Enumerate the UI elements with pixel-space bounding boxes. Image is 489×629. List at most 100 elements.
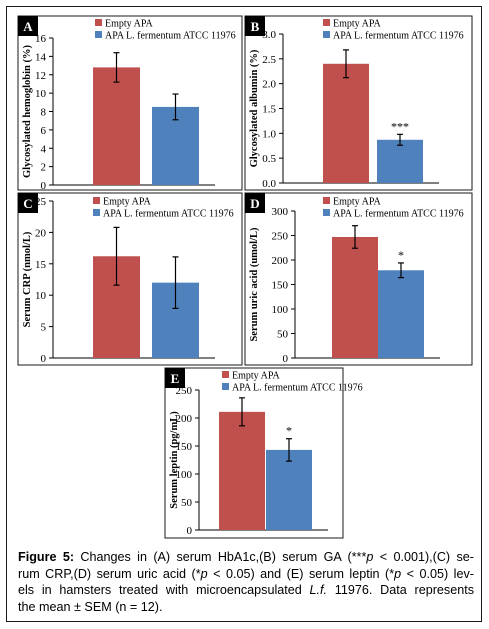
- y-tick-label: 6: [41, 125, 47, 137]
- legend-swatch: [95, 31, 102, 38]
- y-tick-label: 10: [35, 88, 47, 100]
- caption-segment: < 0.05) lev-: [401, 566, 474, 581]
- y-tick-label: 150: [176, 441, 193, 453]
- y-axis-label: Glycosylated albumin (%): [249, 49, 260, 167]
- y-tick-label: 0.0: [262, 178, 276, 190]
- y-tick-label: 20: [35, 227, 47, 239]
- y-tick-label: 3.0: [262, 29, 276, 41]
- legend-label: Empty APA: [103, 197, 151, 208]
- y-tick-label: 2: [41, 162, 47, 174]
- figure-caption: Figure 5: Changes in (A) serum HbA1c,(B)…: [18, 549, 474, 615]
- panel-letter: A: [23, 19, 33, 34]
- bar-empty-apa: [332, 236, 378, 358]
- y-tick-label: 10: [35, 290, 47, 302]
- y-tick-label: 200: [272, 255, 289, 267]
- panel-letter-badge: [18, 16, 38, 36]
- y-tick-label: 200: [176, 413, 193, 425]
- caption-segment: 11976. Data represents: [327, 583, 474, 597]
- panel-letter: E: [171, 371, 180, 386]
- caption-segment: L.f.: [309, 583, 328, 597]
- y-tick-label: 0.5: [262, 153, 276, 165]
- legend-label: Empty APA: [105, 19, 153, 30]
- caption-segment: Changes in (A) serum HbA1c,(B) serum GA …: [74, 550, 367, 564]
- legend-swatch: [323, 31, 330, 38]
- y-tick-label: 50: [181, 497, 193, 509]
- legend-swatch: [323, 19, 330, 26]
- legend-swatch: [222, 383, 229, 390]
- legend-swatch: [323, 197, 330, 204]
- y-axis-label: Serum leptin (pg/mL): [169, 411, 180, 509]
- bar-apa-l-fermentum: [377, 139, 423, 183]
- legend-label: APA L. fermentum ATCC 11976: [333, 31, 464, 42]
- y-tick-label: 250: [176, 385, 193, 397]
- significance-mark: *: [398, 248, 404, 262]
- chart-panel-c: C 0 5 10 15 20 25 Serum CRP (nmol/L) Empty APAAP…: [17, 192, 243, 366]
- legend-swatch: [93, 209, 100, 216]
- y-tick-label: 4: [41, 143, 47, 155]
- y-tick-label: 0: [41, 180, 47, 192]
- y-tick-label: 16: [35, 33, 47, 45]
- panel-letter-badge: [245, 193, 265, 213]
- legend-label: APA L. fermentum ATCC 11976: [105, 31, 236, 42]
- y-tick-label: 0: [187, 525, 193, 537]
- y-tick-label: 15: [35, 259, 47, 271]
- legend-label: APA L. fermentum ATCC 11976: [103, 209, 234, 220]
- legend-label: APA L. fermentum ATCC 11976: [333, 209, 464, 220]
- legend-swatch: [93, 197, 100, 204]
- panel-letter: C: [23, 196, 32, 211]
- caption-segment: p: [394, 566, 402, 581]
- y-axis-label: Serum uric acid (umol/L): [249, 227, 260, 342]
- panel-letter-badge: [165, 368, 185, 388]
- chart-panel-d: D 0 50 100 150 200 250 300 Serum uric acid (umol…: [244, 192, 473, 366]
- caption-segment: Figure 5:: [18, 550, 75, 564]
- caption-segment: p: [366, 550, 374, 564]
- panel-letter-badge: [18, 193, 38, 213]
- caption-line: the mean ± SEM (n = 12).: [18, 599, 474, 616]
- y-tick-label: 150: [272, 280, 289, 292]
- caption-line: Figure 5: Changes in (A) serum HbA1c,(B)…: [18, 549, 474, 566]
- y-tick-label: 1.5: [262, 104, 276, 116]
- caption-line: els in hamsters treated with microencaps…: [18, 582, 474, 599]
- caption-line: rum CRP,(D) serum uric acid (*p < 0.05) …: [18, 566, 474, 583]
- y-tick-label: 8: [41, 107, 47, 119]
- y-tick-label: 100: [272, 304, 289, 316]
- legend-swatch: [95, 19, 102, 26]
- figure-frame: [6, 6, 482, 622]
- y-tick-label: 12: [35, 70, 46, 82]
- y-tick-label: 25: [35, 196, 47, 208]
- y-tick-label: 14: [35, 51, 47, 63]
- panel-letter-badge: [245, 16, 265, 36]
- legend-label: APA L. fermentum ATCC 11976: [232, 383, 363, 394]
- y-tick-label: 0: [41, 353, 47, 365]
- legend-label: Empty APA: [232, 371, 280, 382]
- bar-empty-apa: [219, 411, 265, 530]
- significance-mark: ***: [391, 119, 409, 133]
- bar-apa-l-fermentum: [378, 270, 424, 358]
- panel-letter: D: [250, 196, 259, 211]
- caption-segment: < 0.001),(C) se-: [373, 550, 474, 564]
- bar-empty-apa: [93, 67, 140, 185]
- caption-segment: rum CRP,(D) serum uric acid (*: [18, 566, 201, 581]
- legend-swatch: [222, 371, 229, 378]
- caption-segment: < 0.05) and (E) serum leptin (*: [207, 566, 395, 581]
- y-tick-label: 100: [176, 469, 193, 481]
- y-tick-label: 0: [283, 353, 289, 365]
- bar-empty-apa: [323, 63, 369, 183]
- caption-segment: p: [200, 566, 208, 581]
- y-tick-label: 2.0: [262, 79, 276, 91]
- y-tick-label: 5: [41, 322, 47, 334]
- y-tick-label: 300: [272, 206, 289, 218]
- legend-swatch: [323, 209, 330, 216]
- caption-segment: els in hamsters treated with microencaps…: [18, 583, 310, 597]
- panel-letter: B: [251, 19, 260, 34]
- y-axis-label: Glycosylated hemoglobin (%): [22, 44, 33, 178]
- y-tick-label: 250: [272, 231, 289, 243]
- significance-mark: *: [286, 424, 292, 438]
- bar-apa-l-fermentum: [266, 449, 312, 530]
- caption-segment: the mean ± SEM (n = 12).: [18, 599, 163, 614]
- y-tick-label: 1.0: [262, 128, 276, 140]
- legend-label: Empty APA: [333, 197, 381, 208]
